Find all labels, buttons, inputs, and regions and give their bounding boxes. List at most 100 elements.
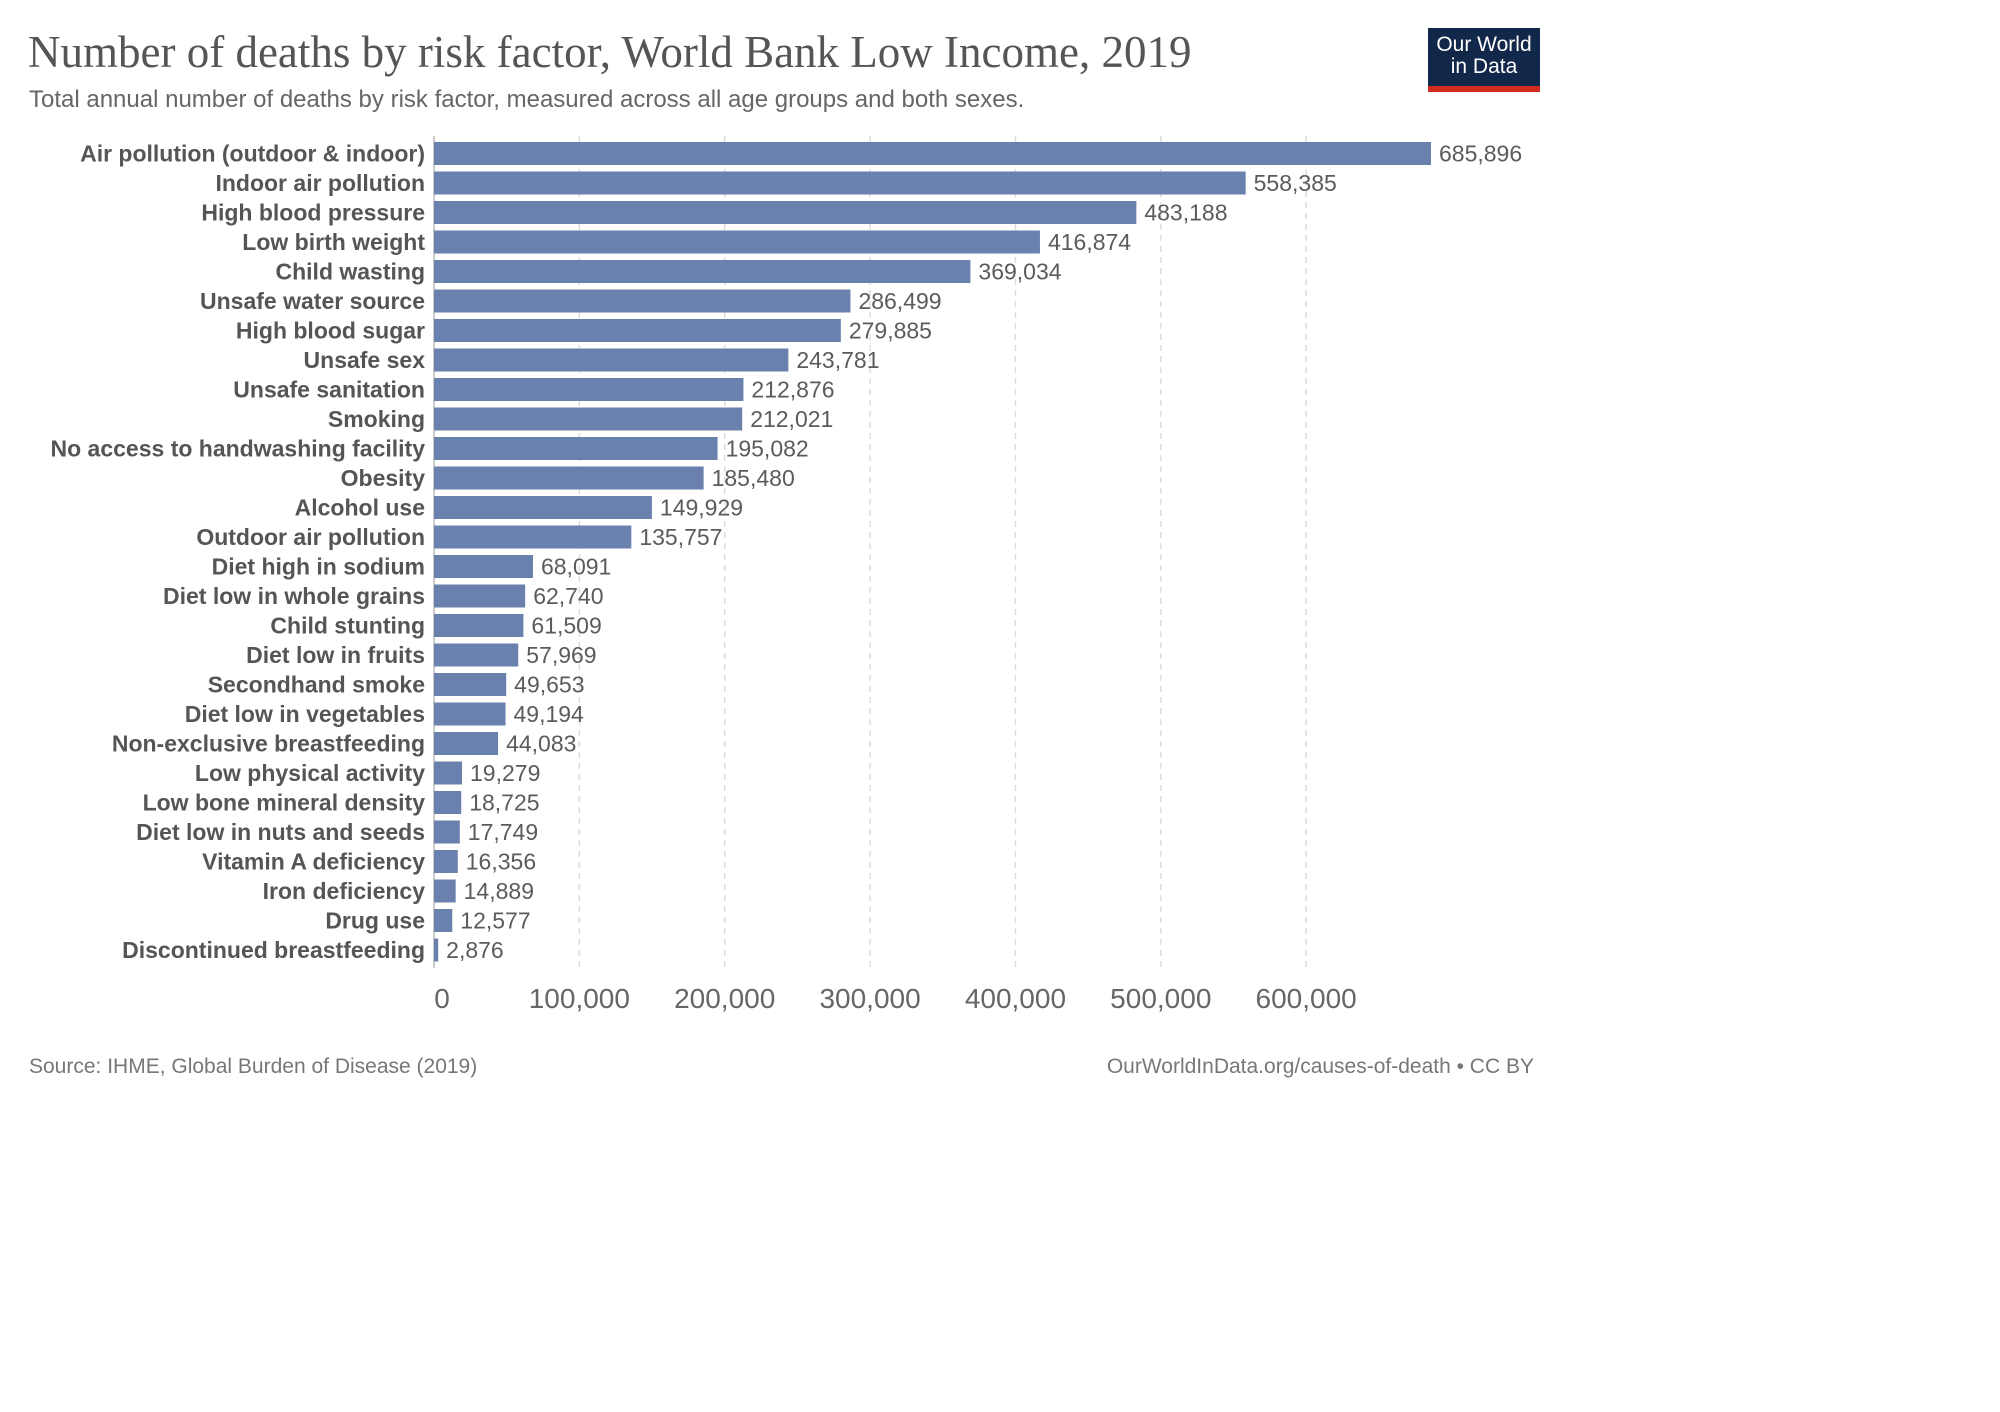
category-label: Secondhand smoke [208,672,425,698]
value-label: 416,874 [1048,229,1131,255]
value-label: 49,194 [514,701,585,727]
category-label: Unsafe sex [304,347,426,373]
bar[interactable] [434,201,1137,224]
source-link[interactable]: OurWorldInData.org/causes-of-death • CC … [1106,1055,1534,1078]
value-label: 685,896 [1439,141,1522,167]
category-label: Alcohol use [295,495,425,521]
bar[interactable] [434,496,652,519]
value-label: 18,725 [469,790,539,816]
category-label: No access to handwashing facility [51,436,426,462]
category-label: Non-exclusive breastfeeding [112,731,425,757]
category-label: Vitamin A deficiency [202,849,425,875]
category-label: Smoking [328,406,425,432]
x-tick-label: 200,000 [674,983,775,1014]
value-label: 61,509 [531,613,601,639]
value-label: 279,885 [849,318,932,344]
value-label: 19,279 [470,760,540,786]
value-label: 149,929 [660,495,743,521]
bar[interactable] [434,820,460,844]
category-label: Diet low in nuts and seeds [136,819,425,845]
x-axis-ticks: 0 100,000 200,000 300,000 400,000 500,000 600,… [434,983,1357,1014]
bar[interactable] [434,732,499,755]
bar[interactable] [434,407,743,431]
bar[interactable] [434,525,632,549]
category-label: Low birth weight [242,229,425,255]
logo-line-2: in Data [1450,55,1518,78]
category-label: High blood sugar [236,318,425,344]
x-tick-label: 300,000 [819,983,920,1014]
bar[interactable] [434,702,506,726]
category-label: Unsafe sanitation [233,377,425,403]
value-label: 212,021 [750,406,833,432]
bar[interactable] [434,614,524,637]
value-label: 49,653 [514,672,584,698]
bar-chart: Air pollution (outdoor & indoor) Indoor a… [51,136,1522,1014]
category-label: Diet high in sodium [212,554,425,580]
category-label: Indoor air pollution [215,170,425,196]
bar[interactable] [434,909,453,932]
value-label: 185,480 [712,465,795,491]
category-label: Drug use [325,908,425,934]
value-label: 483,188 [1144,200,1227,226]
bar[interactable] [434,466,704,490]
owid-logo[interactable]: Our World in Data [1428,28,1540,92]
source-note: Source: IHME, Global Burden of Disease (… [29,1055,478,1078]
value-label: 195,082 [726,436,809,462]
value-label: 243,781 [796,347,879,373]
value-label: 135,757 [639,524,722,550]
category-label: High blood pressure [201,200,425,226]
value-label: 57,969 [526,642,596,668]
category-label: Low physical activity [195,760,425,786]
value-label: 212,876 [751,377,834,403]
value-label: 16,356 [466,849,536,875]
value-label: 44,083 [506,731,576,757]
bar[interactable] [434,555,533,578]
logo-line-1: Our World [1436,33,1532,56]
category-label: Child wasting [276,259,426,285]
bar[interactable] [434,643,519,667]
value-label: 62,740 [533,583,603,609]
bar[interactable] [434,879,456,903]
bar[interactable] [434,260,971,283]
bar[interactable] [434,378,744,401]
category-label: Obesity [341,465,426,491]
bar[interactable] [434,319,841,342]
x-tick-label: 600,000 [1256,983,1357,1014]
bar[interactable] [434,437,718,460]
chart-title: Number of deaths by risk factor, World B… [28,27,1192,77]
category-label: Iron deficiency [263,878,426,904]
category-label: Child stunting [270,613,425,639]
category-label: Diet low in whole grains [163,583,425,609]
value-label: 558,385 [1254,170,1337,196]
category-label: Discontinued breastfeeding [122,937,425,963]
bar[interactable] [434,850,458,873]
bar[interactable] [434,348,789,372]
category-label: Unsafe water source [200,288,425,314]
bar[interactable] [434,142,1431,165]
value-label: 14,889 [464,878,534,904]
bar[interactable] [434,584,526,608]
category-label: Air pollution (outdoor & indoor) [80,141,425,167]
bar[interactable] [434,230,1040,254]
value-label: 68,091 [541,554,611,580]
x-tick-label: 100,000 [529,983,630,1014]
bars [434,142,1431,962]
value-label: 286,499 [858,288,941,314]
category-labels: Air pollution (outdoor & indoor) Indoor a… [51,141,426,964]
value-labels: 685,896 558,385 483,188 416,874 369,034 286,4… [446,141,1522,964]
chart-subtitle: Total annual number of deaths by risk fa… [29,86,1025,113]
x-tick-label: 500,000 [1110,983,1211,1014]
bar[interactable] [434,289,851,313]
bar[interactable] [434,938,439,962]
bar[interactable] [434,673,507,696]
bar[interactable] [434,761,463,785]
x-tick-label: 0 [434,983,450,1014]
value-label: 369,034 [978,259,1061,285]
category-label: Outdoor air pollution [196,524,425,550]
x-tick-label: 400,000 [965,983,1066,1014]
bar[interactable] [434,171,1246,195]
category-label: Diet low in vegetables [185,701,425,727]
bar[interactable] [434,791,462,814]
value-label: 12,577 [460,908,530,934]
category-label: Diet low in fruits [246,642,425,668]
